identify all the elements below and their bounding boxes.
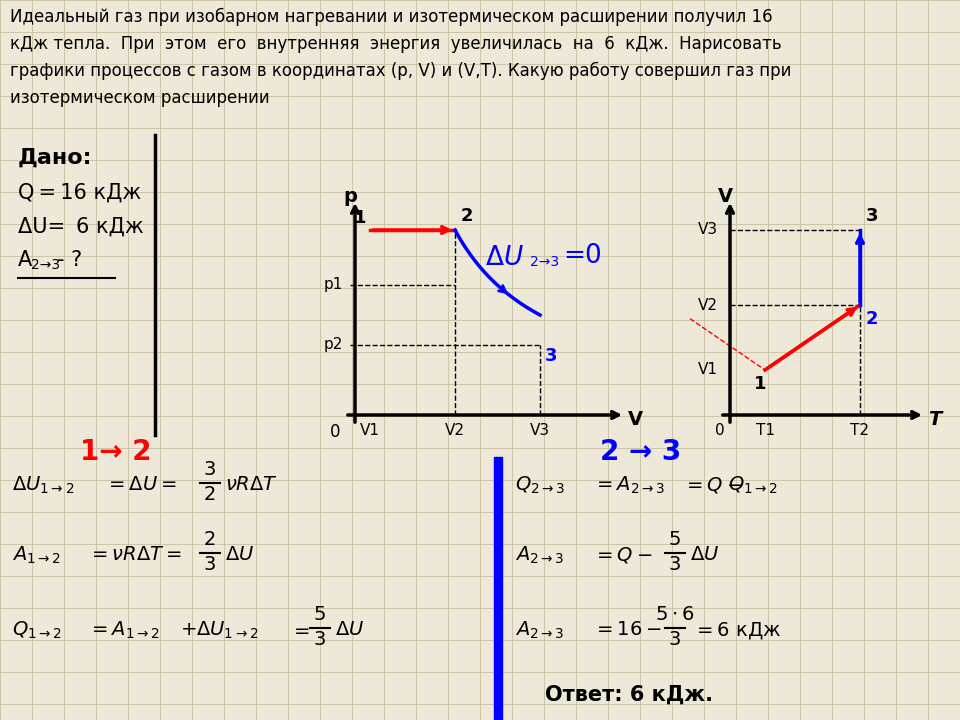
Text: изотермическом расширении: изотермическом расширении bbox=[10, 89, 270, 107]
Text: $\Delta U_{1\rightarrow 2}$: $\Delta U_{1\rightarrow 2}$ bbox=[12, 475, 74, 496]
Text: 1→ 2: 1→ 2 bbox=[80, 438, 152, 466]
Text: V3: V3 bbox=[530, 423, 550, 438]
Text: Q = 16 кДж: Q = 16 кДж bbox=[18, 183, 141, 203]
Text: 3: 3 bbox=[669, 555, 682, 574]
Text: Дано:: Дано: bbox=[18, 148, 92, 168]
Text: $A_{2\rightarrow 3}$: $A_{2\rightarrow 3}$ bbox=[515, 620, 564, 642]
Text: 2: 2 bbox=[204, 485, 216, 504]
Text: =0: =0 bbox=[563, 243, 602, 269]
Text: $Q_{2\rightarrow 3}$: $Q_{2\rightarrow 3}$ bbox=[515, 475, 565, 496]
Text: $=Q -$: $=Q -$ bbox=[593, 545, 653, 565]
Text: 1: 1 bbox=[353, 209, 367, 227]
Text: 3: 3 bbox=[669, 630, 682, 649]
Text: 3: 3 bbox=[314, 630, 326, 649]
Text: $A_{2\rightarrow 3}$: $A_{2\rightarrow 3}$ bbox=[515, 545, 564, 567]
Text: 5: 5 bbox=[314, 605, 326, 624]
Text: T2: T2 bbox=[851, 423, 870, 438]
Text: $\Delta U$: $\Delta U$ bbox=[225, 545, 254, 564]
Text: $\Delta U$: $\Delta U$ bbox=[335, 620, 364, 639]
Text: кДж тепла.  При  этом  его  внутренняя  энергия  увеличилась  на  6  кДж.  Нарис: кДж тепла. При этом его внутренняя энерг… bbox=[10, 35, 781, 53]
Text: 5: 5 bbox=[669, 530, 682, 549]
Text: $\Delta U$: $\Delta U$ bbox=[690, 545, 719, 564]
Text: T1: T1 bbox=[756, 423, 775, 438]
Text: Идеальный газ при изобарном нагревании и изотермическом расширении получил 16: Идеальный газ при изобарном нагревании и… bbox=[10, 8, 773, 26]
Text: 2: 2 bbox=[204, 530, 216, 549]
Text: $+\Delta U_{1\rightarrow 2}$: $+\Delta U_{1\rightarrow 2}$ bbox=[180, 620, 258, 642]
Text: V2: V2 bbox=[445, 423, 465, 438]
Text: $=16-$: $=16-$ bbox=[593, 620, 661, 639]
Text: 1: 1 bbox=[754, 375, 766, 393]
Text: $\Delta U$: $\Delta U$ bbox=[485, 245, 524, 271]
Text: $=\nu R\Delta T=$: $=\nu R\Delta T=$ bbox=[88, 545, 181, 564]
Text: $=$: $=$ bbox=[290, 620, 310, 639]
Text: графики процессов с газом в координатах (p, V) и (V,T). Какую работу совершил га: графики процессов с газом в координатах … bbox=[10, 62, 791, 80]
Text: T: T bbox=[928, 410, 941, 429]
Text: V2: V2 bbox=[698, 297, 718, 312]
Text: 3: 3 bbox=[204, 555, 216, 574]
Text: 3: 3 bbox=[545, 347, 558, 365]
Text: 2: 2 bbox=[866, 310, 878, 328]
Text: $Q_{1\rightarrow 2}$: $Q_{1\rightarrow 2}$ bbox=[728, 475, 778, 496]
Text: V1: V1 bbox=[698, 362, 718, 377]
Text: $Q_{1\rightarrow 2}$: $Q_{1\rightarrow 2}$ bbox=[12, 620, 62, 642]
Text: 2 → 3: 2 → 3 bbox=[600, 438, 682, 466]
Text: $=6$ кДж: $=6$ кДж bbox=[693, 620, 781, 641]
Text: $\nu R\Delta T$: $\nu R\Delta T$ bbox=[225, 475, 278, 494]
Text: 3: 3 bbox=[204, 460, 216, 479]
Text: p2: p2 bbox=[324, 338, 343, 353]
Text: 2→3: 2→3 bbox=[530, 255, 559, 269]
Text: ΔU=  6 кДж: ΔU= 6 кДж bbox=[18, 217, 144, 237]
Text: V: V bbox=[717, 187, 732, 206]
Text: $=A_{2\rightarrow 3}$: $=A_{2\rightarrow 3}$ bbox=[593, 475, 665, 496]
Text: $A_{1\rightarrow 2}$: $A_{1\rightarrow 2}$ bbox=[12, 545, 61, 567]
Text: $=\Delta U =$: $=\Delta U =$ bbox=[105, 475, 177, 494]
Text: 3: 3 bbox=[866, 207, 878, 225]
Text: Ответ: 6 кДж.: Ответ: 6 кДж. bbox=[545, 685, 713, 705]
Text: 2: 2 bbox=[461, 207, 473, 225]
Text: $=A_{1\rightarrow 2}$: $=A_{1\rightarrow 2}$ bbox=[88, 620, 160, 642]
Text: 0: 0 bbox=[715, 423, 725, 438]
Text: 2→3: 2→3 bbox=[31, 258, 60, 272]
Text: $=Q-$: $=Q-$ bbox=[683, 475, 742, 495]
Text: V: V bbox=[628, 410, 643, 429]
Text: V1: V1 bbox=[360, 423, 380, 438]
Text: 0: 0 bbox=[329, 423, 340, 441]
Text: V3: V3 bbox=[698, 222, 718, 238]
Text: A: A bbox=[18, 250, 33, 270]
Text: p: p bbox=[343, 187, 357, 206]
Text: p1: p1 bbox=[324, 277, 343, 292]
Text: $5\cdot6$: $5\cdot6$ bbox=[656, 605, 695, 624]
Text: - ?: - ? bbox=[57, 250, 83, 270]
